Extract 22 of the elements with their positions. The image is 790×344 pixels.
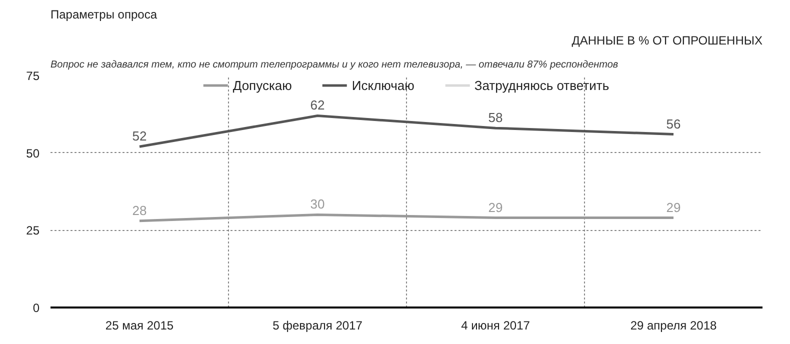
legend-label: Исключаю <box>352 78 414 92</box>
data-label: 56 <box>666 116 681 132</box>
data-label: 29 <box>488 200 503 215</box>
legend-label: Затрудняюсь ответить <box>474 78 610 92</box>
chart-title: Параметры опроса <box>50 8 158 22</box>
y-tick-label: 25 <box>26 224 40 238</box>
y-tick-label: 0 <box>32 301 40 315</box>
data-label: 29 <box>666 200 681 215</box>
chart-subtitle: ДАННЫЕ В % ОТ ОПРОШЕННЫХ <box>572 34 763 48</box>
x-tick-label: 5 февраля 2017 <box>272 318 363 332</box>
data-label: 58 <box>488 110 503 126</box>
data-label: 30 <box>310 196 325 212</box>
y-tick-label: 50 <box>26 146 40 160</box>
x-tick-label: 4 июня 2017 <box>461 318 530 332</box>
data-label: 52 <box>132 128 147 144</box>
text: Вопрос не задавался тем, кто не смотрит телепрограммы и у кого нет телевизора, — отвечали 87% респондентов <box>50 60 618 70</box>
x-tick-label: 25 мая 2015 <box>105 318 174 332</box>
legend-label: Допускаю <box>232 78 292 92</box>
x-tick-label: 29 апреля 2018 <box>630 318 717 332</box>
y-tick-label: 75 <box>26 69 40 83</box>
data-label: 62 <box>310 98 325 113</box>
data-label: 28 <box>132 202 147 218</box>
